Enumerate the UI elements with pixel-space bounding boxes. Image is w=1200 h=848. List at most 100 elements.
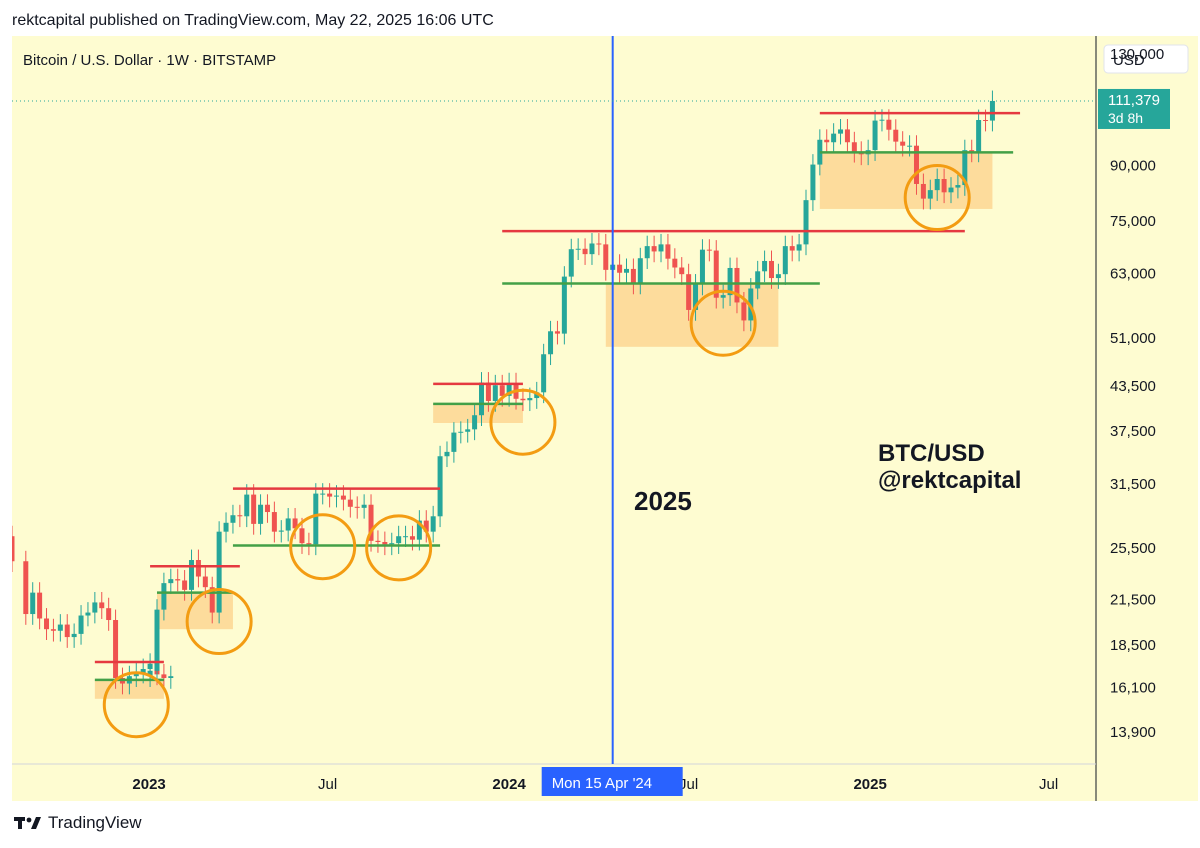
highlight-circle bbox=[289, 513, 357, 581]
candle-body bbox=[44, 618, 50, 630]
highlight-circle bbox=[489, 388, 557, 456]
candle-body bbox=[57, 624, 63, 631]
tradingview-wordmark: TradingView bbox=[48, 813, 142, 832]
candle-body bbox=[78, 615, 84, 634]
symbol-legend: Bitcoin / U.S. Dollar · 1W · BITSTAMP bbox=[23, 52, 276, 69]
candle-body bbox=[389, 543, 395, 545]
candle-body bbox=[810, 164, 816, 201]
candle-body bbox=[541, 354, 547, 393]
year-annotation: 2025 bbox=[634, 486, 692, 516]
candle-body bbox=[644, 246, 650, 259]
candle-body bbox=[133, 672, 139, 677]
candle-body bbox=[195, 560, 201, 577]
candle-body bbox=[561, 276, 567, 334]
y-tick-label: 13,900 bbox=[1110, 724, 1156, 741]
y-tick-label: 43,500 bbox=[1110, 378, 1156, 395]
watermark-author: @rektcapital bbox=[878, 467, 1021, 494]
y-tick-label: 25,500 bbox=[1110, 540, 1156, 557]
candle-body bbox=[838, 129, 844, 134]
candle-body bbox=[327, 493, 333, 497]
candle-body bbox=[354, 506, 360, 508]
candle-body bbox=[472, 415, 478, 430]
candle-body bbox=[437, 456, 443, 517]
candle-body bbox=[596, 243, 602, 245]
candle-body bbox=[182, 580, 188, 590]
candle-body bbox=[734, 267, 740, 303]
candle-body bbox=[299, 528, 305, 544]
candle-body bbox=[209, 587, 215, 613]
candle-body bbox=[403, 536, 409, 538]
price-axis-background bbox=[1096, 36, 1198, 801]
candle-body bbox=[451, 432, 457, 452]
candle-body bbox=[520, 398, 526, 401]
candle-body bbox=[499, 385, 505, 396]
last-price-value: 111,379 bbox=[1108, 92, 1160, 109]
candle-body bbox=[893, 129, 899, 142]
candle-body bbox=[223, 522, 229, 532]
candle-body bbox=[851, 142, 857, 152]
x-tick-label: 2024 bbox=[492, 776, 526, 793]
y-tick-label: 31,500 bbox=[1110, 476, 1156, 493]
highlight-circle bbox=[689, 289, 757, 357]
candle-body bbox=[920, 183, 926, 199]
candle-body bbox=[720, 295, 726, 298]
highlight-circle bbox=[102, 671, 170, 739]
candle-body bbox=[589, 243, 595, 255]
y-tick-label: 63,000 bbox=[1110, 266, 1156, 283]
candle-body bbox=[713, 250, 719, 298]
candle-body bbox=[506, 383, 512, 396]
candle-body bbox=[479, 382, 485, 416]
candle-body bbox=[796, 244, 802, 251]
candle-body bbox=[948, 187, 954, 193]
candle-body bbox=[962, 150, 968, 186]
candle-body bbox=[271, 512, 277, 532]
candle-body bbox=[548, 331, 554, 355]
candle-body bbox=[161, 674, 167, 679]
candle-body bbox=[444, 451, 450, 457]
x-tick-label: Jul bbox=[318, 776, 337, 793]
price-chart[interactable]: Bitcoin / U.S. Dollar · 1W · BITSTAMP US… bbox=[9, 36, 1198, 801]
candle-body bbox=[554, 331, 560, 334]
candle-body bbox=[9, 536, 15, 562]
candle-body bbox=[492, 385, 498, 401]
candle-body bbox=[23, 561, 29, 615]
candle-body bbox=[334, 495, 340, 497]
candle-body bbox=[844, 129, 850, 143]
candle-body bbox=[320, 493, 326, 495]
y-tick-label: 16,100 bbox=[1110, 679, 1156, 696]
candle-body bbox=[168, 579, 174, 584]
candle-body bbox=[258, 504, 264, 524]
candle-body bbox=[824, 139, 830, 143]
candle-body bbox=[679, 267, 685, 275]
currency-button[interactable]: USD bbox=[1103, 44, 1189, 74]
candle-body bbox=[927, 190, 933, 199]
candle-body bbox=[768, 260, 774, 279]
candle-body bbox=[955, 185, 961, 188]
candle-body bbox=[99, 602, 105, 609]
candle-body bbox=[575, 248, 581, 250]
y-tick-label: 18,500 bbox=[1110, 637, 1156, 654]
candle-body bbox=[85, 612, 91, 616]
candle-body bbox=[534, 392, 540, 399]
highlight-circle bbox=[185, 588, 253, 656]
candle-body bbox=[706, 249, 712, 251]
last-price-tag: 111,379 3d 8h bbox=[1098, 88, 1170, 129]
candle-body bbox=[230, 515, 236, 523]
candle-body bbox=[340, 495, 346, 500]
candle-body bbox=[409, 536, 415, 540]
candle-body bbox=[361, 504, 367, 508]
candle-body bbox=[30, 592, 36, 615]
candle-body bbox=[831, 133, 837, 143]
watermark-pair: BTC/USD bbox=[878, 440, 985, 467]
candle-body bbox=[175, 579, 181, 581]
candle-body bbox=[416, 520, 422, 540]
y-tick-label: 90,000 bbox=[1110, 158, 1156, 175]
highlight-circle bbox=[365, 514, 433, 582]
candle-body bbox=[617, 264, 623, 273]
candle-body bbox=[872, 120, 878, 151]
candle-body bbox=[941, 179, 947, 193]
candle-body bbox=[741, 302, 747, 321]
crosshair-time-label: Mon 15 Apr '24 bbox=[541, 767, 683, 796]
tradingview-brand[interactable]: TradingView bbox=[14, 813, 142, 833]
candle-body bbox=[582, 248, 588, 255]
